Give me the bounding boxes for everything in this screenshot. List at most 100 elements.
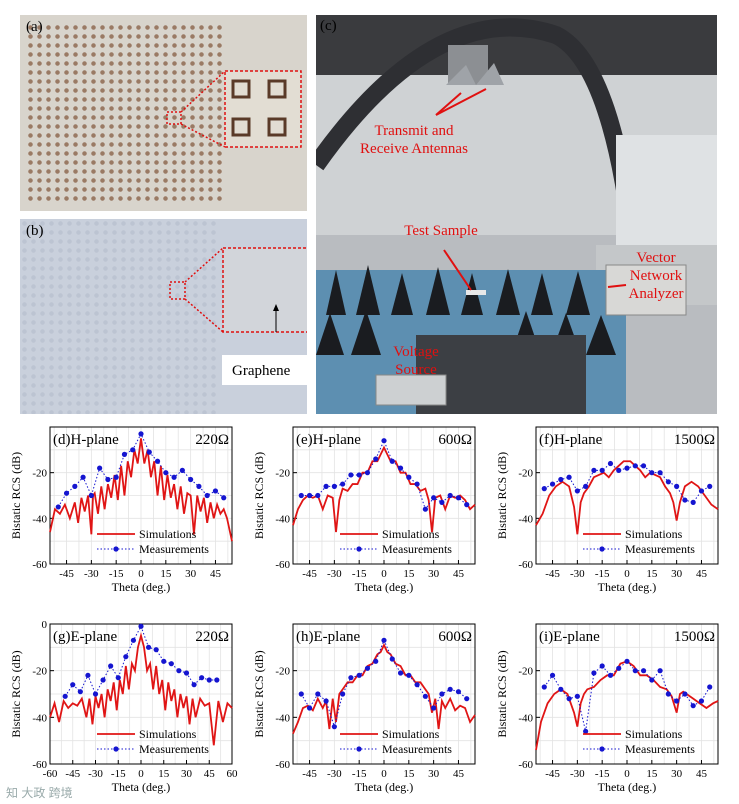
measurement-point (406, 672, 412, 678)
x-tick-label: -30 (327, 768, 342, 780)
x-tick-label: -60 (43, 768, 58, 780)
panel-resistance-h: 600Ω (438, 629, 472, 645)
measurement-point (406, 474, 412, 480)
measurement-point (640, 668, 647, 674)
measurement-point (315, 492, 321, 499)
x-tick-label: -45 (302, 768, 317, 780)
measurement-point (624, 658, 630, 664)
measurement-point (389, 656, 395, 662)
measurement-point (108, 663, 114, 669)
x-tick-label: -45 (59, 568, 74, 580)
legend-meas-marker (599, 746, 605, 752)
x-axis-label: Theta (deg.) (112, 780, 171, 794)
x-axis-label: Theta (deg.) (355, 580, 414, 594)
legend-meas-label: Measurements (625, 542, 695, 556)
measurement-point (77, 689, 83, 695)
measurement-point (698, 698, 705, 704)
measurement-point (558, 476, 564, 483)
measurement-point (583, 728, 589, 734)
x-tick-label: 45 (210, 568, 222, 580)
y-tick-label: -40 (518, 513, 533, 525)
y-tick-label: -20 (32, 666, 47, 678)
y-tick-label: -60 (275, 759, 290, 771)
measurement-point (168, 661, 174, 667)
x-tick-label: -45 (65, 768, 80, 780)
measurement-point (364, 665, 371, 671)
panel-title-i: (i)E-plane (539, 629, 600, 645)
measurement-point (707, 483, 713, 489)
legend-meas-marker (599, 546, 605, 552)
y-tick-label: -20 (518, 666, 533, 678)
x-tick-label: 30 (671, 768, 683, 780)
measurement-point (121, 451, 128, 457)
measurement-line-i (543, 660, 711, 732)
x-tick-label: -30 (570, 568, 585, 580)
measurement-point (179, 467, 185, 473)
measurement-point (153, 647, 159, 653)
legend-meas-marker (113, 746, 119, 752)
measurement-point (146, 449, 152, 455)
y-tick-label: -60 (518, 559, 533, 571)
measurement-point (558, 686, 564, 692)
measurement-point (397, 465, 404, 471)
measurement-point (171, 474, 177, 480)
x-tick-label: 15 (403, 568, 415, 580)
inset-graphene (222, 247, 307, 333)
measurement-point (97, 465, 103, 471)
measurement-point (690, 499, 696, 505)
measurement-point (100, 677, 106, 683)
y-tick-label: -20 (275, 468, 290, 480)
measurement-point (541, 486, 547, 492)
x-tick-label: 45 (453, 568, 465, 580)
measurement-point (154, 458, 161, 464)
measurement-point (439, 499, 445, 505)
y-tick-label: -40 (275, 712, 290, 724)
measurement-point (566, 474, 572, 480)
measurement-point (690, 703, 696, 709)
legend-meas-label: Measurements (139, 742, 209, 756)
measurement-point (447, 686, 453, 692)
x-tick-label: -45 (302, 568, 317, 580)
measurement-point (616, 467, 622, 473)
x-tick-label: -45 (545, 568, 560, 580)
measurement-point (323, 483, 329, 489)
measurement-point (212, 488, 219, 494)
x-tick-label: -45 (545, 768, 560, 780)
measurement-point (422, 506, 428, 512)
measurement-point (306, 705, 313, 711)
x-tick-label: 45 (204, 768, 216, 780)
x-axis-label: Theta (deg.) (598, 580, 657, 594)
x-tick-label: 15 (160, 568, 172, 580)
measurement-point (447, 492, 453, 499)
measurement-point (591, 670, 597, 676)
measurement-point (665, 479, 671, 485)
measurement-point (674, 483, 680, 489)
measurement-point (331, 483, 337, 489)
measurement-point (574, 693, 580, 699)
measurement-point (105, 476, 111, 483)
x-tick-label: 30 (185, 568, 197, 580)
measurement-point (599, 467, 605, 473)
measurement-point (616, 665, 622, 671)
x-tick-label: 30 (181, 768, 193, 780)
measurement-point (199, 675, 205, 681)
x-tick-label: -30 (88, 768, 103, 780)
y-tick-label: -40 (275, 513, 290, 525)
measurement-point (599, 663, 605, 669)
panel-label-b: (b) (26, 223, 44, 239)
measurement-point (455, 689, 462, 695)
x-tick-label: -15 (352, 768, 367, 780)
measurement-point (55, 504, 61, 510)
measurement-point (583, 483, 589, 489)
x-tick-label: 15 (158, 768, 170, 780)
measurement-point (574, 488, 580, 494)
y-axis-label: Bistatic RCS (dB) (9, 452, 23, 539)
photo-measurement-setup: (c) Transmit and Receive Antennas Test Sa… (316, 15, 717, 414)
measurement-point (123, 654, 129, 660)
measurement-point (72, 483, 78, 489)
y-tick-label: 0 (42, 619, 48, 631)
measurement-point (657, 668, 663, 674)
measurement-point (665, 691, 671, 697)
legend-meas-marker (356, 546, 362, 552)
